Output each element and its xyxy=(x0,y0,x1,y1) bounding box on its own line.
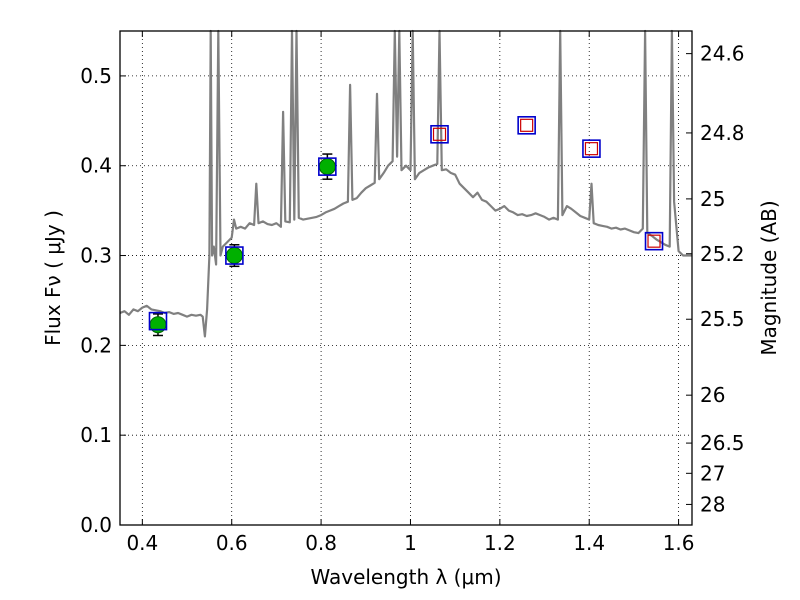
model-spectrum-line xyxy=(119,29,692,338)
model-photometry-marker xyxy=(430,124,449,144)
model-photometry-marker xyxy=(582,139,601,158)
x-tick-label: 0.6 xyxy=(216,531,248,555)
y-tick-label: 0.4 xyxy=(80,154,112,178)
upper-limit-marker xyxy=(584,142,599,156)
y-tick-label: 0.1 xyxy=(80,423,112,447)
y2-tick-label: 26.5 xyxy=(700,431,745,455)
model-photometry-marker xyxy=(148,311,168,331)
x-tick-label: 1 xyxy=(404,531,417,555)
model-photometry-marker xyxy=(225,246,244,265)
upper-limit-marker xyxy=(647,234,661,248)
model-spectrum-series xyxy=(119,29,692,338)
x-tick-label: 1.2 xyxy=(484,531,516,555)
x-tick-label: 1.6 xyxy=(663,531,695,555)
upper-limit-marker xyxy=(432,127,447,141)
upper-limit-marker xyxy=(520,118,534,132)
model-photometry-marker xyxy=(517,116,536,135)
y-tick-label: 0.3 xyxy=(80,244,112,268)
y2-tick-label: 24.8 xyxy=(700,121,745,145)
ticks: 0.4 0.6 0.8 1 1.2 1.4 1.6 0.0 0.1 0.2 0.3 0.4 0.5 24.… xyxy=(80,31,745,555)
y-tick-label: 0.5 xyxy=(80,64,112,88)
y2-tick-label: 26 xyxy=(700,383,725,407)
y2-tick-label: 28 xyxy=(700,492,725,516)
x-tick-label: 0.8 xyxy=(305,531,337,555)
y-tick-label: 0.2 xyxy=(80,333,112,357)
x-tick-label: 0.4 xyxy=(126,531,158,555)
observed-point xyxy=(318,158,336,176)
y2-tick-label: 25 xyxy=(700,187,725,211)
model-photometry-marker xyxy=(318,157,337,176)
observed-point xyxy=(225,247,243,265)
y2-axis-title: Magnitude (AB) xyxy=(757,200,781,355)
y2-tick-label: 25.2 xyxy=(700,242,745,266)
model-photometry-marker xyxy=(644,231,664,251)
grid xyxy=(120,31,692,525)
y2-tick-label: 25.5 xyxy=(700,307,745,331)
x-axis-title: Wavelength λ (μm) xyxy=(310,565,501,589)
y2-tick-label: 27 xyxy=(700,461,725,485)
y-tick-label: 0.0 xyxy=(80,513,112,537)
markers xyxy=(148,116,664,337)
x-tick-label: 1.4 xyxy=(573,531,605,555)
plot-frame xyxy=(119,30,693,526)
y2-tick-label: 24.6 xyxy=(700,42,745,66)
y-axis-title: Flux Fν ( μJy ) xyxy=(41,210,65,346)
